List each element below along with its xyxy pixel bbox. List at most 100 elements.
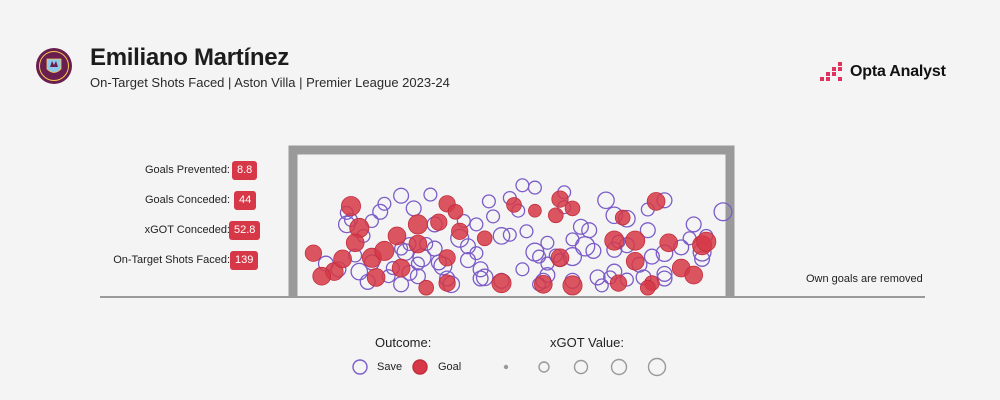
save-shot-point — [410, 256, 425, 271]
goal-shot-point — [407, 214, 428, 235]
stat-label-goals-prevented: Goals Prevented: — [145, 164, 230, 176]
save-shot-point — [459, 252, 477, 269]
save-shot-point — [475, 268, 494, 287]
save-shot-point — [423, 187, 438, 202]
save-shot-point — [589, 269, 606, 286]
save-shot-point — [469, 217, 484, 232]
goal-shot-point — [625, 251, 645, 271]
goal-shot-point — [451, 222, 469, 240]
legend-xgot-size-2 — [538, 361, 550, 373]
save-shot-point — [502, 227, 517, 242]
save-shot-point — [472, 261, 489, 278]
save-shot-point — [713, 202, 733, 222]
goal-shot-point — [304, 244, 322, 262]
legend-xgot-size-3 — [573, 359, 589, 375]
legend-xgot-size-1 — [503, 364, 509, 370]
opta-logo-icon — [820, 62, 842, 81]
goal-shot-point — [684, 265, 703, 285]
goal-shot-point — [533, 274, 553, 294]
stat-label-xgot-conceded: xGOT Conceded: — [144, 224, 230, 236]
brand-logo: Opta Analyst — [820, 60, 946, 84]
stat-label-shots-faced: On-Target Shots Faced: — [113, 254, 230, 266]
goal-shot-point — [614, 209, 631, 226]
stat-label-goals-conceded: Goals Conceded: — [145, 194, 230, 206]
goal-shot-point — [551, 190, 569, 208]
save-shot-point — [574, 236, 596, 257]
save-shot-point — [481, 194, 496, 209]
goal-shot-point — [550, 248, 570, 268]
goal-shot-point — [438, 274, 456, 292]
goal-shot-point — [491, 273, 512, 294]
save-shot-point — [472, 270, 489, 287]
goal-shot-point — [609, 274, 628, 292]
goal-shot-point — [506, 197, 522, 213]
goal-shot-point — [333, 249, 352, 269]
legend-goal-label: Goal — [438, 361, 462, 373]
save-shot-point — [372, 203, 389, 220]
save-shot-point — [393, 187, 410, 204]
save-shot-point — [643, 248, 660, 265]
goal-shot-point — [696, 231, 717, 252]
save-shot-point — [515, 178, 530, 193]
shots-layer — [304, 178, 733, 296]
save-shot-point — [350, 262, 369, 281]
aston-villa-crest-icon — [36, 48, 72, 84]
save-shot-point — [597, 191, 615, 210]
save-shot-point — [572, 218, 589, 235]
goal-shot-point — [374, 240, 395, 261]
legend-xgot-size-5 — [647, 357, 667, 377]
legend-outcome-title: Outcome: — [375, 335, 432, 350]
legend-marks — [352, 357, 667, 377]
save-shot-point — [519, 224, 534, 239]
legend-xgot-size-4 — [610, 358, 628, 376]
goal-shot-point — [345, 233, 365, 253]
save-shot-point — [594, 278, 609, 293]
stat-value-goals-prevented: 8.8 — [232, 161, 258, 180]
goal-shot-point — [387, 226, 407, 246]
goal-shot-point — [408, 234, 428, 254]
goal-shot-point — [447, 204, 464, 220]
legend-goal-marker — [412, 359, 428, 375]
goal-shot-point — [604, 230, 625, 251]
legend-save-label: Save — [377, 361, 403, 373]
goal-shot-point — [659, 233, 678, 253]
goal-shot-point — [564, 200, 581, 217]
save-shot-point — [585, 242, 602, 259]
goal-shot-point — [438, 249, 456, 267]
page-subtitle: On-Target Shots Faced | Aston Villa | Pr… — [90, 75, 450, 90]
save-shot-point — [486, 209, 501, 224]
stat-value-shots-faced: 139 — [230, 251, 259, 270]
save-shot-point — [426, 240, 443, 257]
save-shot-point — [405, 200, 422, 217]
save-shot-point — [409, 268, 426, 285]
page-title: Emiliano Martínez — [90, 44, 289, 71]
goal-shot-point — [476, 230, 493, 247]
goal-shot-point — [562, 275, 583, 296]
own-goals-note: Own goals are removed — [806, 273, 923, 285]
goal-shot-point — [625, 230, 646, 251]
legend-save-marker — [352, 359, 368, 375]
stat-value-xgot-conceded: 52.8 — [229, 221, 261, 240]
goal-shot-point — [418, 279, 435, 296]
save-shot-point — [540, 235, 555, 250]
save-shot-point — [377, 196, 392, 211]
goal-shot-point — [366, 268, 386, 287]
goal-shot-point — [646, 192, 666, 211]
save-shot-point — [685, 216, 702, 233]
save-shot-point — [532, 249, 547, 264]
goal-shot-point — [547, 207, 564, 224]
stat-value-goals-conceded: 44 — [234, 191, 257, 210]
save-shot-point — [515, 262, 530, 277]
save-shot-point — [581, 222, 598, 239]
goal-shot-point — [391, 258, 411, 278]
legend-xgot-title: xGOT Value: — [550, 335, 624, 350]
goal-shot-point — [430, 213, 448, 231]
goal-shot-point — [528, 203, 542, 218]
save-shot-point — [565, 232, 580, 247]
save-shot-point — [639, 222, 656, 239]
save-shot-point — [656, 265, 673, 282]
goal-frame — [288, 145, 735, 297]
goal-shot-point — [639, 279, 656, 296]
goal-shot-point — [312, 266, 332, 286]
